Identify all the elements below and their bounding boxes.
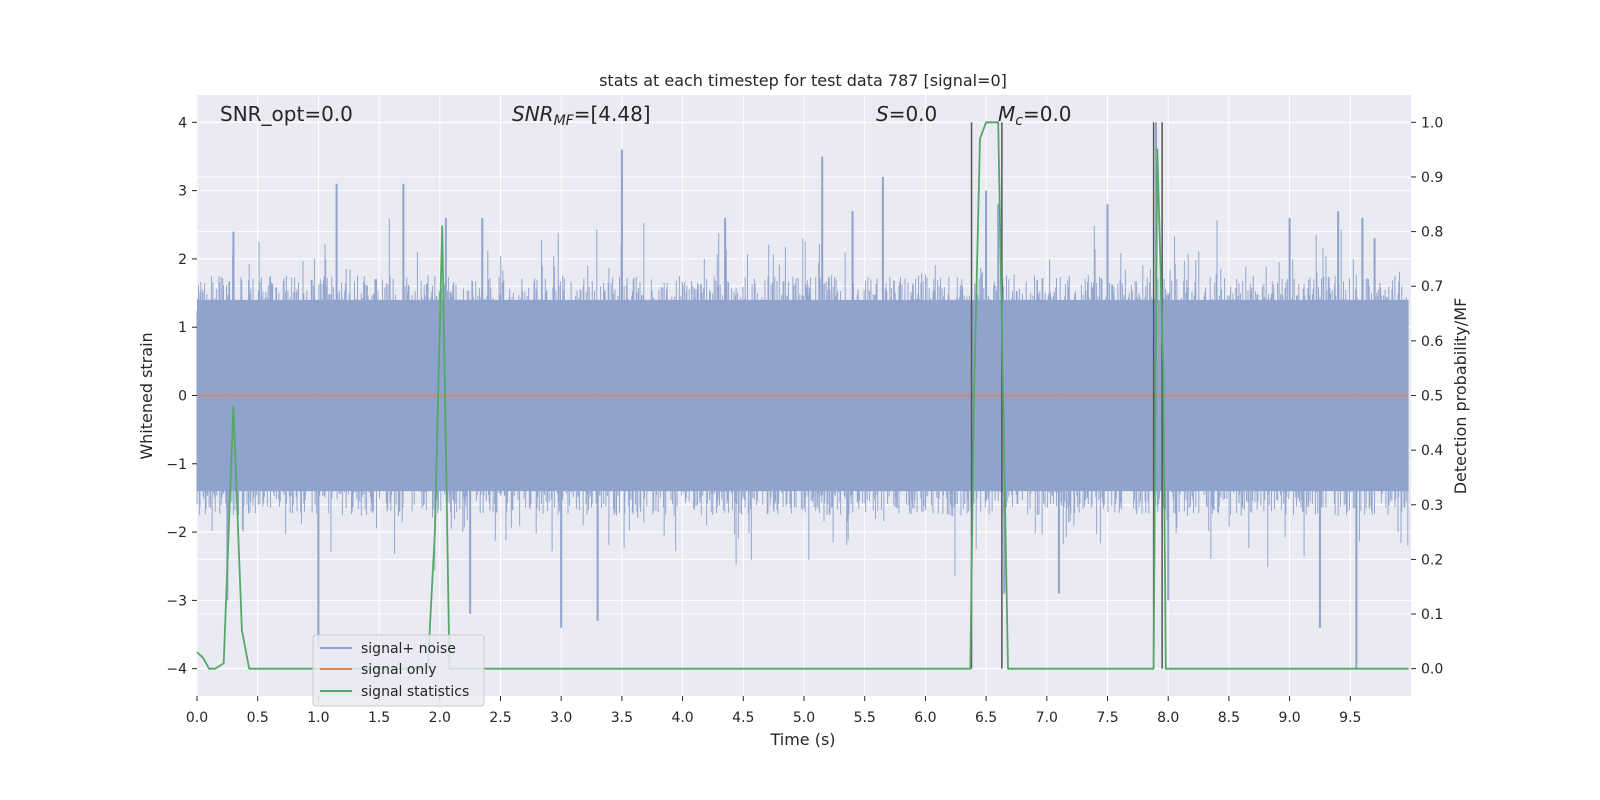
y-axis-ticks: −4 −3 −2 −1 0 1 2 3 4: [166, 115, 197, 678]
x-axis-ticks: 0.0 0.5 1.0 1.5 2.0 2.5 3.0 3.5 4.0 4.5 5.0 5.5 6.0 6…: [186, 696, 1361, 726]
y-tick-label: −1: [166, 457, 187, 473]
annotation-snr-mf-subscript: MF: [554, 113, 575, 129]
y-axis-label: Whitened strain: [137, 332, 156, 459]
annotation-s: S=0.0: [876, 102, 937, 126]
y2-axis-label: Detection probability/MF: [1451, 298, 1470, 495]
y2-axis-ticks: 0.0 0.1 0.2 0.3 0.4 0.5 0.6 0.7 0.8 0.9 1.0: [1411, 115, 1443, 678]
x-tick-label: 0.5: [247, 710, 269, 726]
x-tick-label: 4.5: [732, 710, 754, 726]
y2-tick-label: 0.1: [1421, 607, 1443, 623]
chart-title: stats at each timestep for test data 787…: [599, 71, 1007, 90]
y2-tick-label: 0.6: [1421, 334, 1443, 350]
x-tick-label: 2.5: [489, 710, 511, 726]
y-tick-label: −4: [166, 662, 187, 678]
y-tick-label: 2: [178, 252, 187, 268]
x-tick-label: 4.0: [671, 710, 693, 726]
x-tick-label: 7.0: [1036, 710, 1058, 726]
x-tick-label: 2.0: [429, 710, 451, 726]
x-tick-label: 9.5: [1339, 710, 1361, 726]
y-tick-label: 4: [178, 115, 187, 131]
y2-tick-label: 0.8: [1421, 225, 1443, 241]
annotation-snr-mf-symbol: SNR: [512, 102, 554, 126]
x-tick-label: 3.0: [550, 710, 572, 726]
x-tick-label: 6.0: [914, 710, 936, 726]
annotation-mc-symbol: M: [998, 102, 1015, 126]
y-tick-label: 0: [178, 389, 187, 405]
y2-tick-label: 0.4: [1421, 443, 1443, 459]
y2-tick-label: 0.5: [1421, 389, 1443, 405]
x-axis-label: Time (s): [769, 730, 835, 749]
x-tick-label: 1.0: [307, 710, 329, 726]
x-tick-label: 5.0: [793, 710, 815, 726]
x-tick-label: 3.5: [611, 710, 633, 726]
y2-tick-label: 0.3: [1421, 498, 1443, 514]
y2-tick-label: 0.0: [1421, 662, 1443, 678]
y-tick-label: −2: [166, 525, 187, 541]
legend-box: [312, 634, 485, 707]
annotation-s-symbol: S: [876, 102, 889, 126]
legend-label-signal-noise: signal+ noise: [361, 641, 456, 657]
x-tick-label: 0.0: [186, 710, 208, 726]
annotation-mc-subscript: c: [1015, 113, 1023, 129]
y2-tick-label: 0.2: [1421, 552, 1443, 568]
x-tick-label: 1.5: [368, 710, 390, 726]
y-tick-label: 1: [178, 320, 187, 336]
y-tick-label: 3: [178, 184, 187, 200]
x-tick-label: 8.0: [1157, 710, 1179, 726]
x-tick-label: 9.0: [1278, 710, 1300, 726]
y-tick-label: −3: [166, 593, 187, 609]
legend: signal+ noise signal only signal statist…: [312, 634, 485, 707]
annotation-s-value: =0.0: [889, 102, 938, 126]
annotation-mc: Mc=0.0: [998, 102, 1072, 129]
annotation-mc-value: =0.0: [1023, 102, 1072, 126]
x-tick-label: 5.5: [854, 710, 876, 726]
legend-label-signal-statistics: signal statistics: [361, 684, 469, 700]
y2-tick-label: 1.0: [1421, 115, 1443, 131]
annotation-snr-mf: SNRMF=[4.48]: [512, 102, 651, 129]
x-tick-label: 6.5: [975, 710, 997, 726]
annotation-snr-opt: SNR_opt=0.0: [220, 102, 353, 126]
legend-label-signal-only: signal only: [361, 662, 436, 678]
x-tick-label: 7.5: [1096, 710, 1118, 726]
y2-tick-label: 0.9: [1421, 170, 1443, 186]
x-tick-label: 8.5: [1218, 710, 1240, 726]
y2-tick-label: 0.7: [1421, 279, 1443, 295]
annotation-snr-mf-value: =[4.48]: [574, 102, 651, 126]
